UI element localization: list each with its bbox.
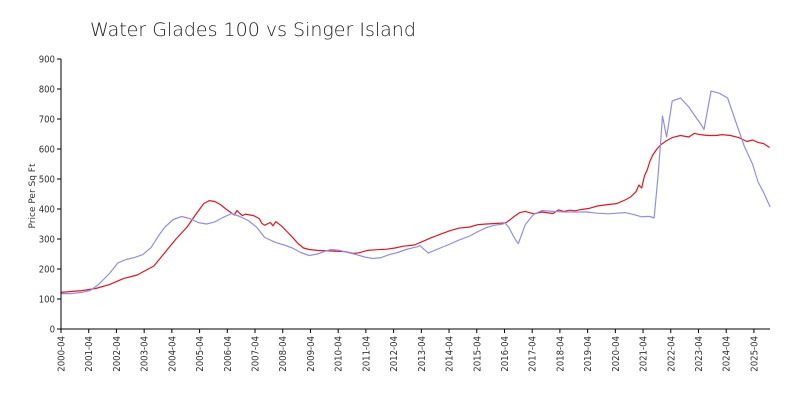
- series-line-1: [60, 132, 770, 293]
- x-tick-label: 2007-04: [251, 336, 262, 372]
- x-tick-label: 2015-04: [472, 336, 483, 372]
- x-tick-label: 2003-04: [140, 336, 151, 372]
- y-tick-label: 500: [39, 175, 55, 186]
- x-tick-label: 2009-04: [306, 336, 317, 372]
- x-tick-label: 2011-04: [361, 336, 372, 372]
- y-tick-label: 800: [39, 85, 55, 96]
- y-tick-label: 0: [50, 325, 55, 336]
- x-tick-label: 2005-04: [195, 336, 206, 372]
- y-axis-label: Price Per Sq Ft: [28, 163, 38, 228]
- x-tick-label: 2020-04: [611, 336, 622, 372]
- x-tick-label: 2019-04: [583, 336, 594, 372]
- x-tick-label: 2008-04: [278, 336, 289, 372]
- x-tick-label: 2006-04: [223, 336, 234, 372]
- series-line-2: [60, 90, 771, 295]
- y-axis-ticks: 0 100 200 300 400 500 600 700 800 900: [39, 55, 61, 336]
- y-tick-label: 200: [39, 265, 55, 276]
- x-tick-label: 2021-04: [639, 336, 650, 372]
- x-tick-label: 2023-04: [694, 336, 705, 372]
- x-tick-label: 2025-04: [749, 336, 760, 372]
- y-tick-label: 100: [39, 295, 55, 306]
- x-tick-label: 2001-04: [84, 336, 95, 372]
- y-tick-label: 600: [39, 145, 55, 156]
- x-tick-label: 2010-04: [334, 336, 345, 372]
- x-tick-label: 2000-04: [57, 336, 68, 372]
- x-tick-label: 2004-04: [167, 336, 178, 372]
- chart-title: Water Glades 100 vs Singer Island: [90, 19, 416, 41]
- series-layer: [60, 90, 771, 295]
- x-tick-label: 2017-04: [528, 336, 539, 372]
- y-tick-label: 400: [39, 205, 55, 216]
- y-tick-label: 700: [39, 115, 55, 126]
- x-tick-label: 2002-04: [112, 336, 123, 372]
- x-tick-label: 2016-04: [500, 336, 511, 372]
- x-tick-label: 2024-04: [722, 336, 733, 372]
- x-axis-ticks: 2000-04 2001-04 2002-04 2003-04 2004-04 2005-…: [57, 329, 760, 372]
- x-tick-label: 2014-04: [445, 336, 456, 372]
- x-tick-label: 2018-04: [555, 336, 566, 372]
- x-tick-label: 2022-04: [666, 336, 677, 372]
- x-tick-label: 2012-04: [389, 336, 400, 372]
- x-tick-label: 2013-04: [417, 336, 428, 372]
- y-tick-label: 300: [39, 235, 55, 246]
- y-tick-label: 900: [39, 55, 55, 66]
